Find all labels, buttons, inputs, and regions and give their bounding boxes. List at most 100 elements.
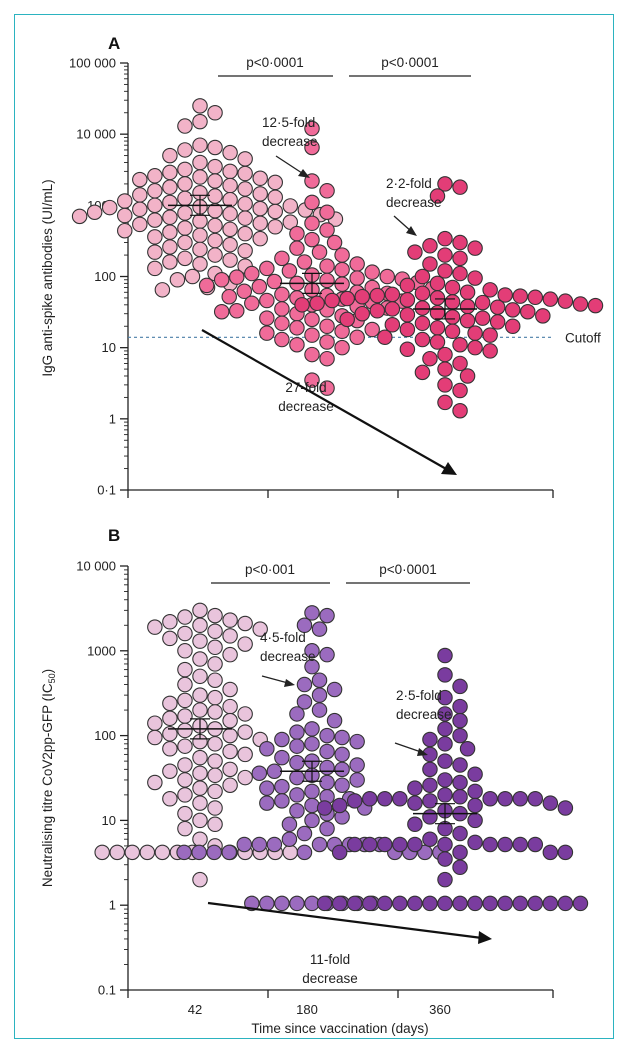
data-point	[207, 247, 223, 263]
data-point	[101, 199, 118, 216]
data-point	[213, 272, 230, 288]
data-point	[311, 621, 328, 637]
data-point	[162, 147, 178, 164]
data-point	[437, 377, 453, 393]
data-point	[437, 772, 453, 788]
data-point	[244, 295, 260, 312]
data-point	[191, 844, 207, 861]
data-point	[296, 844, 313, 861]
data-point	[192, 812, 208, 829]
panel-a-arrow-2-head	[406, 226, 417, 236]
data-point	[452, 678, 468, 695]
data-point	[504, 318, 521, 334]
data-point	[244, 895, 260, 912]
data-point	[467, 834, 483, 851]
panel-b-y-axis-label-main: Neutralising titre CoV2pp-GFP (IC	[40, 683, 55, 887]
data-point	[177, 708, 193, 724]
data-point	[147, 212, 163, 228]
data-point	[437, 836, 453, 853]
data-point	[437, 394, 453, 411]
data-point	[407, 895, 423, 912]
data-point	[384, 316, 401, 333]
data-point	[377, 836, 393, 853]
data-point	[289, 895, 305, 912]
data-point	[177, 661, 193, 678]
data-point	[192, 154, 208, 171]
panel-a-points	[71, 98, 604, 419]
data-point	[349, 733, 365, 750]
data-point	[331, 797, 348, 814]
data-point	[252, 186, 268, 202]
data-point	[422, 238, 438, 254]
panel-a-y-axis-label: IgG anti-spike antibodies (UI/mL)	[40, 179, 55, 376]
data-point	[274, 895, 290, 912]
data-point	[94, 844, 110, 861]
data-point	[444, 323, 461, 340]
panel-a-annotation-2-line1: 2·2-fold	[386, 176, 432, 191]
data-point	[542, 795, 559, 811]
data-point	[124, 844, 141, 861]
data-point	[349, 772, 365, 788]
data-point	[252, 200, 268, 217]
data-point	[557, 800, 574, 816]
data-point	[482, 895, 498, 912]
data-point	[377, 791, 393, 807]
data-point	[482, 327, 498, 343]
data-point	[266, 836, 283, 853]
data-point	[437, 753, 453, 769]
data-point	[177, 722, 193, 739]
panel-b-annotation-3-line1: 11-fold	[310, 952, 350, 967]
data-point	[192, 749, 208, 766]
data-point	[324, 292, 340, 309]
data-point	[497, 895, 513, 912]
data-point	[274, 250, 290, 267]
data-point	[132, 171, 148, 188]
data-point	[177, 161, 193, 178]
data-point	[282, 214, 299, 230]
data-point	[467, 895, 483, 912]
x-tick-label: 180	[296, 1002, 318, 1017]
data-point	[304, 783, 320, 800]
data-point	[289, 706, 305, 722]
data-point	[206, 844, 222, 861]
data-point	[162, 239, 178, 255]
data-point	[399, 292, 416, 308]
data-point	[289, 225, 305, 242]
data-point	[147, 229, 163, 245]
data-point	[437, 895, 453, 912]
data-point	[267, 189, 283, 205]
data-point	[331, 844, 348, 861]
data-point	[437, 346, 453, 363]
panel-b-letter: B	[108, 526, 120, 545]
data-point	[527, 289, 544, 306]
data-point	[169, 272, 186, 288]
data-point	[184, 268, 201, 285]
data-point	[362, 895, 378, 912]
panel-b-points	[94, 602, 589, 912]
x-tick-label: 360	[429, 1002, 451, 1017]
panel-b-annotation-2-line1: 2·5-fold	[396, 688, 442, 703]
data-point	[422, 777, 438, 793]
data-point	[346, 895, 363, 912]
panel-b: B 0.1 1 10 100 1000 10 000 42 180 360 Neutralis…	[40, 526, 589, 1036]
data-point	[334, 761, 350, 778]
panel-b-summary-lines	[168, 718, 477, 825]
data-point	[407, 244, 423, 260]
data-point	[346, 836, 363, 853]
panel-b-y-ticks: 0.1 1 10 100 1000 10 000	[76, 559, 128, 998]
data-point	[319, 258, 335, 274]
data-point	[162, 710, 178, 727]
y-tick-label: 1	[109, 411, 116, 426]
data-point	[147, 715, 163, 731]
data-point	[222, 681, 238, 698]
data-point	[259, 795, 275, 811]
data-point	[452, 895, 468, 912]
data-point	[542, 844, 559, 861]
data-point	[414, 331, 431, 348]
data-point	[274, 331, 290, 348]
data-point	[316, 895, 333, 912]
data-point	[452, 698, 468, 715]
panel-a-annotation-3-line2: decrease	[278, 399, 334, 414]
data-point	[452, 774, 468, 791]
